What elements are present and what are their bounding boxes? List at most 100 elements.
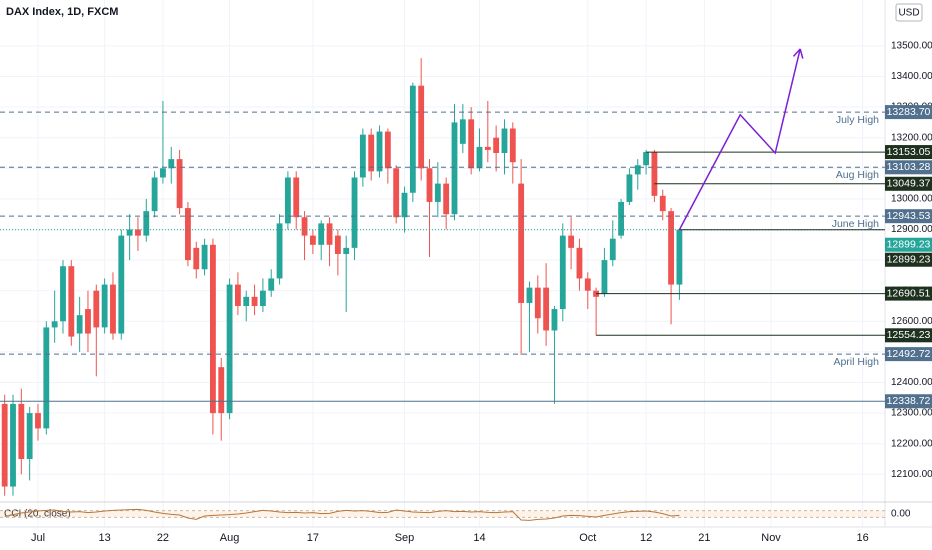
candle-body (218, 367, 225, 414)
x-tick-label: 16 (857, 532, 869, 544)
price-tag-label: 12338.72 (887, 395, 931, 407)
candle-body (459, 119, 466, 144)
candle-body (409, 85, 416, 193)
price-tag (885, 105, 932, 120)
candle-body (326, 223, 333, 245)
candle-body (426, 168, 433, 202)
candle-body (334, 235, 341, 254)
price-tag (885, 209, 932, 224)
price-tag-label: 13049.37 (887, 178, 931, 190)
price-tag-label: 12690.51 (887, 287, 931, 299)
y-tick-label: 13200.00 (891, 132, 932, 143)
candle-body (68, 266, 75, 337)
candle-body (526, 287, 533, 303)
price-tag-label: 13153.05 (887, 146, 931, 158)
candle-body (593, 290, 600, 297)
x-tick-label: 21 (698, 532, 710, 544)
candle-body (509, 128, 516, 163)
cci-tick-label: 0.00 (891, 509, 911, 520)
candle-body (376, 131, 383, 172)
candle-body (43, 327, 50, 429)
cci-line (4, 508, 680, 521)
y-tick-label: 12900.00 (891, 224, 932, 235)
level-name: April High (833, 356, 879, 368)
candle-body (193, 247, 200, 270)
candle-body (226, 284, 233, 414)
candle-body (1, 403, 8, 487)
candle-body (609, 238, 616, 261)
candle-body (176, 159, 183, 209)
price-tag-label: 13283.70 (887, 106, 931, 118)
level-name: Aug High (836, 169, 879, 181)
candle-body (576, 247, 583, 279)
price-tag-label: 12492.72 (887, 348, 931, 360)
level-name: July High (836, 114, 879, 126)
candle-body (118, 235, 125, 334)
x-tick-label: 13 (99, 532, 111, 544)
price-tag-label: 12554.23 (887, 329, 931, 341)
candle-body (18, 403, 25, 459)
candle-body (368, 134, 375, 172)
candle-body (651, 152, 658, 196)
price-tag (885, 145, 932, 160)
price-tag (885, 347, 932, 362)
candle-body (284, 177, 291, 224)
price-tag-label: 12899.23 (887, 239, 931, 251)
candle-body (293, 177, 300, 218)
y-tick-label: 12200.00 (891, 438, 932, 449)
price-tag-label: 13103.28 (887, 161, 931, 173)
y-tick-label: 12600.00 (891, 316, 932, 327)
candle-body (543, 287, 550, 331)
y-tick-label: 12100.00 (891, 469, 932, 480)
x-tick-label: 22 (157, 532, 169, 544)
candle-body (93, 290, 100, 328)
y-tick-label: 13500.00 (891, 41, 932, 52)
candle-body (484, 146, 491, 150)
candle-body (160, 168, 166, 178)
candle-body (468, 119, 475, 169)
currency-button[interactable] (895, 3, 923, 22)
candle-body (559, 235, 566, 310)
candle-body (210, 244, 216, 414)
candle-body (393, 168, 400, 218)
price-tag (885, 328, 932, 343)
y-tick-label: 12400.00 (891, 377, 932, 388)
candle-body (201, 244, 208, 270)
price-tag (885, 252, 932, 267)
x-tick-label: Oct (579, 532, 596, 544)
candle-body (659, 195, 666, 212)
candle-body (234, 284, 241, 306)
candle-body (668, 211, 674, 285)
level-name: June High (832, 218, 879, 230)
candle-body (584, 278, 591, 291)
cci-band (0, 510, 885, 518)
candle-body (518, 183, 525, 303)
projection-arrowhead (792, 48, 801, 57)
candle-body (643, 152, 650, 166)
candle-body (26, 413, 33, 459)
x-tick-label: Sep (395, 532, 415, 544)
candle-body (318, 223, 325, 245)
candle-body (443, 183, 450, 215)
cci-label: CCI (20, close) (4, 509, 71, 520)
candle-body (401, 192, 408, 218)
candle-body (143, 211, 150, 236)
candle-body (10, 403, 16, 487)
candle-body (110, 284, 116, 334)
price-tag-label: 12899.23 (887, 254, 931, 266)
price-tag (885, 160, 932, 175)
candle-body (618, 201, 625, 236)
candle-body (301, 217, 308, 236)
candle-body (151, 177, 158, 212)
candle-body (101, 284, 108, 328)
candle-body (126, 229, 133, 236)
currency-label[interactable]: USD (898, 8, 919, 19)
price-tag-label: 12943.53 (887, 210, 931, 222)
candle-body (259, 290, 266, 306)
candle-body (276, 223, 283, 279)
candle-body (634, 165, 641, 175)
candle-body (185, 208, 191, 261)
candle-body (676, 229, 683, 285)
